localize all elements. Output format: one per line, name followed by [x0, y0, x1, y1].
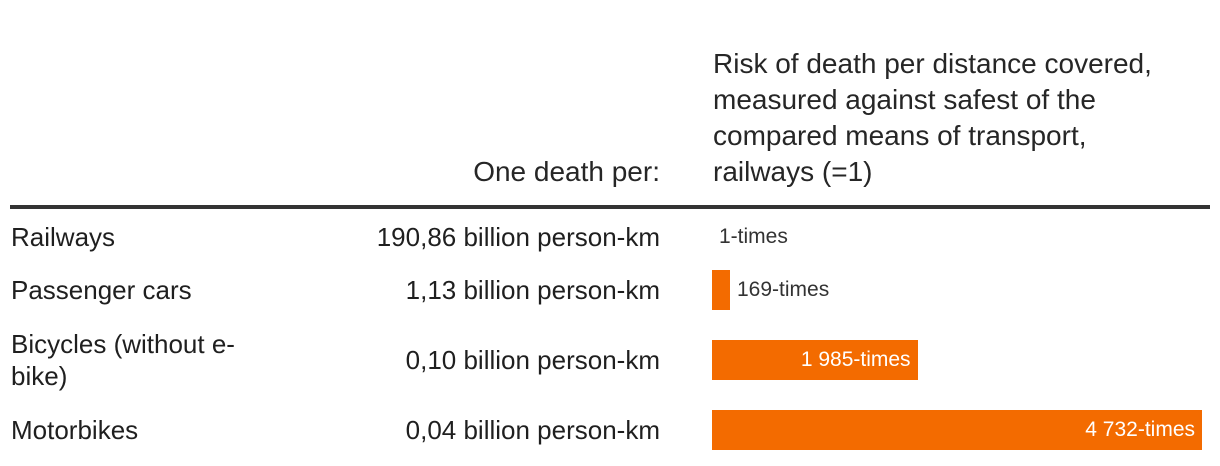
bar-motorbikes	[712, 410, 1202, 450]
bar-bicycles-without-e-bike	[712, 340, 918, 380]
column-header-risk-line-1: Risk of death per distance covered,	[713, 48, 1152, 79]
one-death-per-value: 190,86 billion person-km	[376, 222, 660, 252]
column-header-risk: Risk of death per distance covered, meas…	[713, 46, 1203, 190]
one-death-per-value: 1,13 billion person-km	[405, 275, 660, 305]
bar-value-label: 1-times	[719, 225, 788, 248]
bar-value-label: 169-times	[737, 278, 830, 301]
one-death-per-value: 0,04 billion person-km	[405, 415, 660, 445]
column-header-risk-line-2: measured against safest of the	[713, 84, 1096, 115]
row-label-motorbikes: Motorbikes	[11, 415, 139, 445]
bar-value-label: 1 985-times	[800, 348, 911, 371]
row-label-railways: Railways	[11, 222, 116, 252]
header-divider	[10, 205, 1210, 209]
one-death-per-value: 0,10 billion person-km	[405, 345, 660, 375]
column-header-risk-line-4: railways (=1)	[713, 156, 873, 187]
column-header-risk-line-3: compared means of transport,	[713, 120, 1087, 151]
row-label-passenger-cars: Passenger cars	[11, 275, 192, 305]
column-header-one-death-per: One death per:	[473, 156, 660, 187]
bar-value-label: 4 732-times	[1085, 418, 1195, 441]
bar-passenger-cars	[712, 270, 730, 310]
row-label-bicycles-without-e-bike: Bicycles (without e-bike)	[11, 329, 235, 391]
